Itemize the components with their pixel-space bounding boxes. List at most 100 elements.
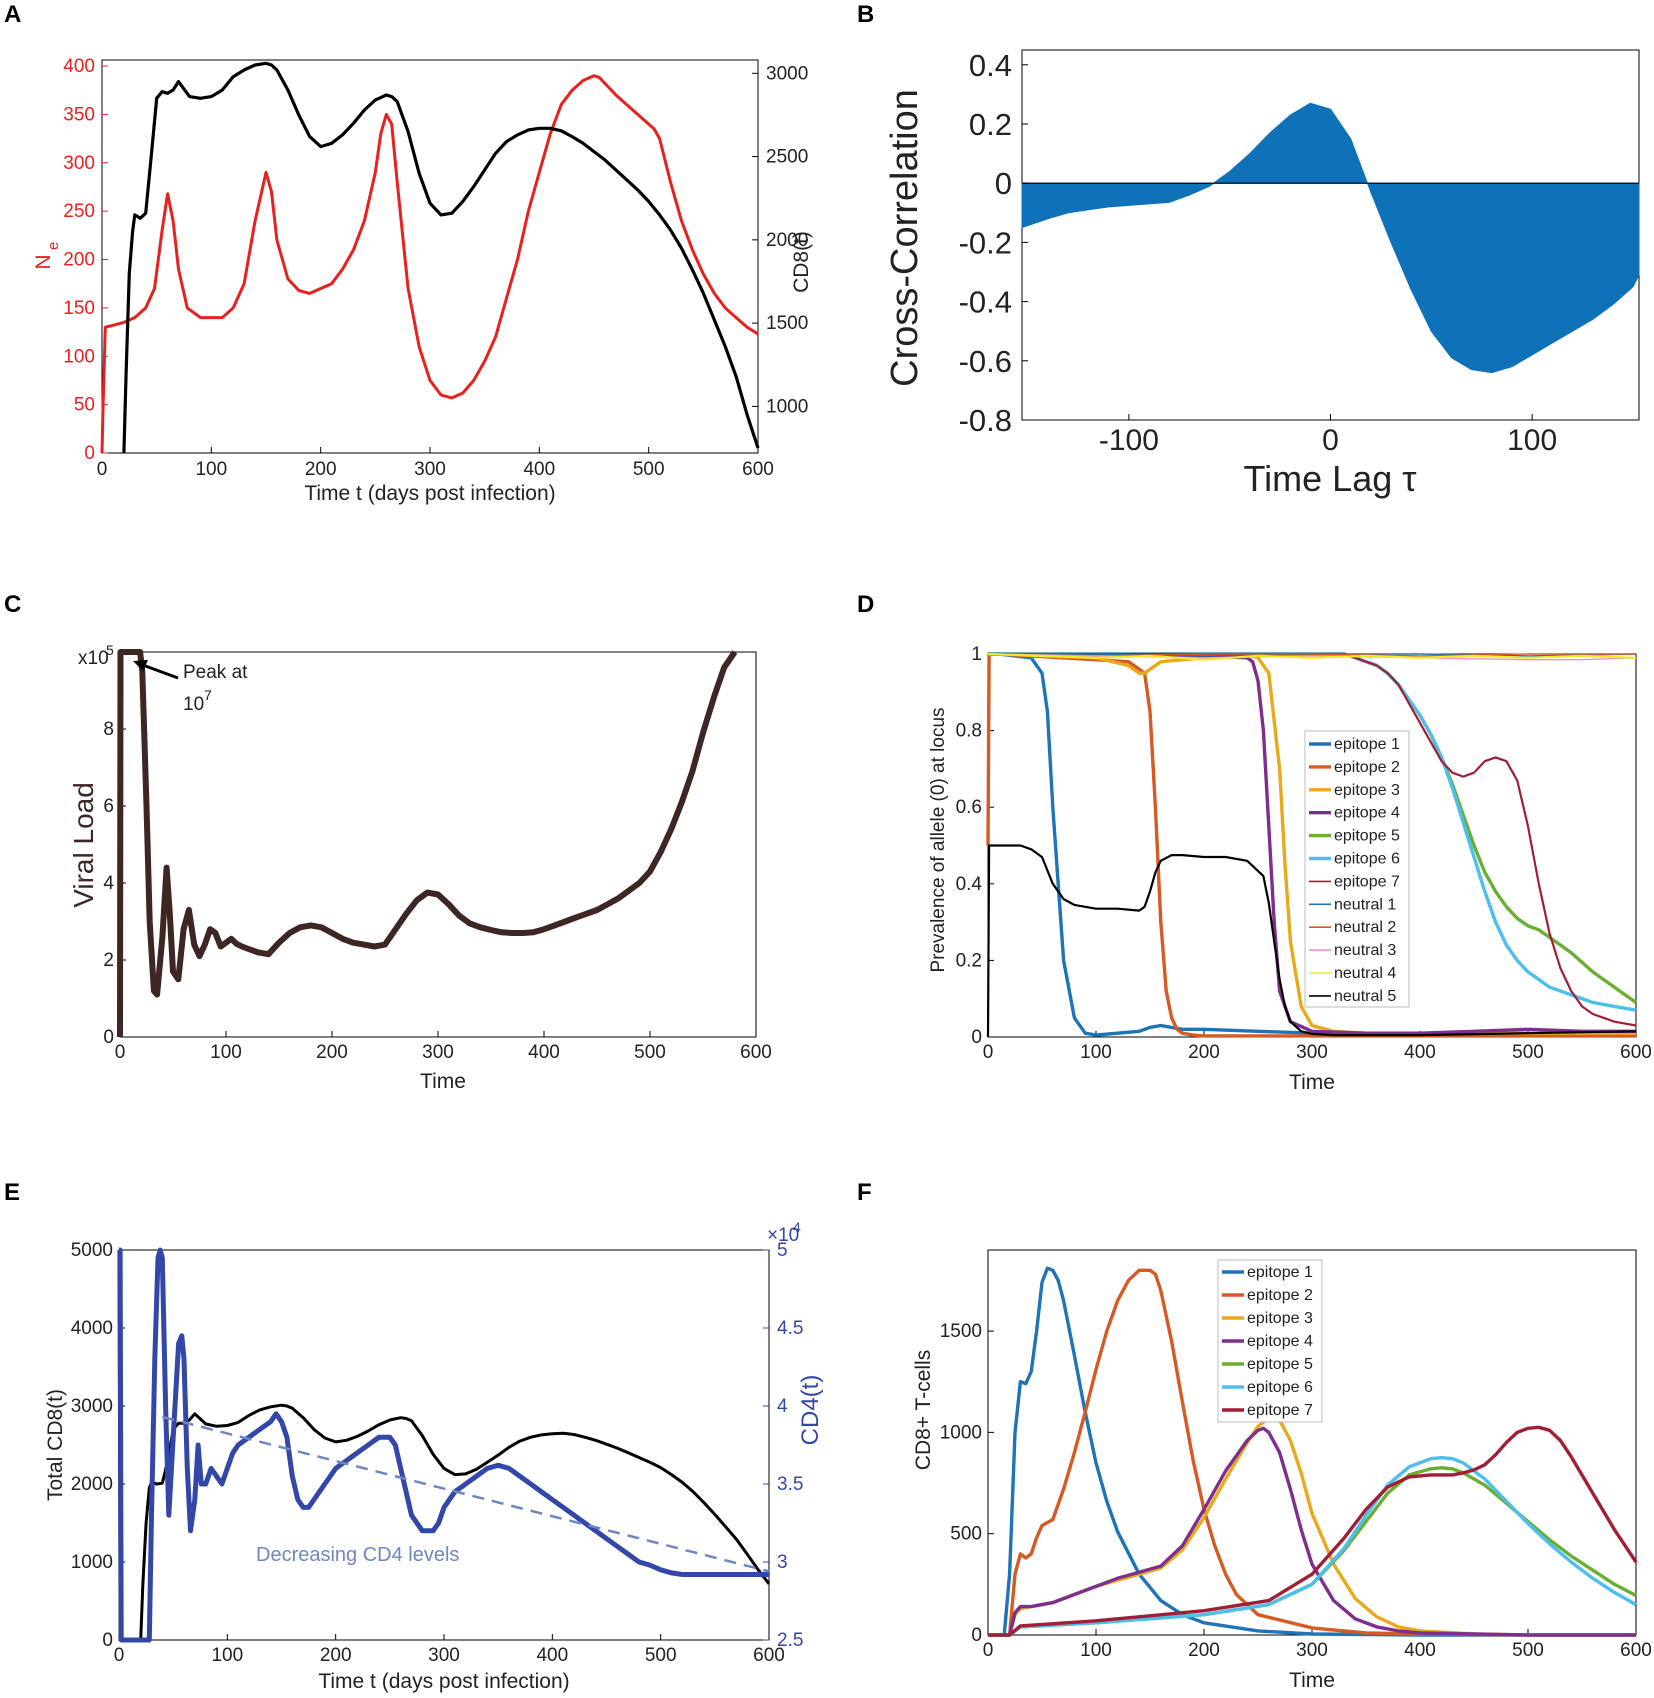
panel-f-line-epitope-6	[988, 1456, 1637, 1637]
panel-b-y-tick-label: -0.6	[959, 344, 1012, 379]
panel-d-y-label: Prevalence of allele (0) at locus	[928, 707, 949, 972]
panel-d-legend-box	[1304, 730, 1410, 1008]
legend-entry: epitope 5	[1334, 828, 1400, 845]
panel-c-y-label: Viral Load	[68, 782, 99, 908]
panel-c-y-tick-label: 0	[103, 1027, 114, 1048]
legend-entry: neutral 1	[1334, 896, 1396, 913]
panel-c-x-label: Time	[420, 1070, 466, 1093]
panel-e-x-tick-label: 600	[753, 1645, 785, 1666]
panel-f-y-tick-label: 500	[950, 1524, 982, 1545]
panel-f-line-epitope-3	[988, 1415, 1636, 1637]
peak-arrow-head-icon	[133, 660, 148, 671]
panel-f-legend: epitope 1 epitope 2 epitope 3 epitope 4 epit…	[1217, 1259, 1323, 1423]
panel-e-left-tick-label: 1000	[71, 1552, 113, 1573]
panel-d-x-tick-label: 300	[1296, 1042, 1328, 1063]
panel-a-left-tick-label: 50	[74, 395, 95, 416]
panel-d-x-tick-label: 0	[983, 1042, 994, 1063]
panel-letter-c: C	[4, 591, 21, 618]
panel-f-line-epitope-5	[988, 1466, 1637, 1637]
panel-a-left-tick-label: 200	[63, 250, 95, 271]
panel-d-y-axis: 0 0.2 0.4 0.6 0.8 1	[956, 644, 994, 1048]
panel-f-x-tick-label: 0	[983, 1640, 994, 1661]
panel-f-y-tick-label: 0	[971, 1625, 982, 1646]
panel-b-y-axis: -0.8 -0.6 -0.4 -0.2 0 0.2 0.4	[959, 48, 1028, 438]
panel-b-y-label: Cross-Correlation	[884, 89, 926, 387]
panel-c-x-tick-label: 500	[634, 1042, 666, 1063]
panel-c-y-tick-label: 6	[103, 796, 114, 817]
panel-b-x-label: Time Lag τ	[1244, 458, 1417, 499]
legend-entry: epitope 2	[1247, 1287, 1313, 1304]
panel-f-y-label: CD8+ T-cells	[912, 1350, 935, 1470]
panel-letter-d: D	[857, 591, 874, 618]
panel-c-viral-load-line	[117, 649, 738, 1038]
panel-a-left-axis: 0 50 100 150 200 250 300 350 400	[63, 56, 108, 464]
panel-d-series	[986, 652, 1637, 1038]
panel-b-y-tick-label: 0	[995, 166, 1012, 201]
panel-a-x-tick-label: 600	[742, 459, 774, 480]
panel-c-x-tick-label: 600	[740, 1042, 772, 1063]
panel-f-line-epitope-1	[988, 1266, 1636, 1637]
panel-d-y-tick-label: 0.2	[956, 950, 982, 971]
panel-a-left-tick-label: 300	[63, 153, 95, 174]
panel-d-x-axis: 0 100 200 300 400 500 600	[983, 1031, 1652, 1063]
panel-c: C 0 100 200 300 400 500 600 0 2 4 6 8 x10 5 Peak a…	[4, 591, 772, 1093]
panel-c-multiplier: x10 5	[78, 642, 114, 669]
legend-entry: epitope 7	[1247, 1402, 1313, 1419]
panel-e-x-tick-label: 100	[211, 1645, 243, 1666]
panel-e-series	[117, 1247, 771, 1643]
panel-a-right-tick-label: 2000	[766, 230, 808, 251]
panel-e-left-tick-label: 5000	[71, 1240, 113, 1261]
panel-a-x-tick-label: 100	[195, 459, 227, 480]
panel-f-y-tick-label: 1000	[940, 1422, 982, 1443]
panel-e-x-tick-label: 0	[114, 1645, 125, 1666]
panel-f-x-tick-label: 300	[1296, 1640, 1328, 1661]
panel-a-ne-line	[100, 74, 759, 454]
legend-entry: epitope 2	[1334, 759, 1400, 776]
legend-entry: epitope 4	[1247, 1333, 1313, 1350]
panel-f-series	[988, 1266, 1638, 1637]
panel-letter-b: B	[857, 1, 874, 28]
panel-a-x-label: Time t (days post infection)	[304, 482, 555, 505]
panel-a-right-tick-label: 3000	[766, 63, 808, 84]
panel-e-right-tick-label: 3.5	[777, 1474, 803, 1495]
panel-a-cd8-line	[122, 61, 760, 454]
panel-b-series	[1021, 102, 1640, 374]
panel-e-left-tick-label: 0	[102, 1630, 113, 1651]
panel-e-x-tick-label: 500	[645, 1645, 677, 1666]
panel-c-x-tick-label: 100	[210, 1042, 242, 1063]
panel-a-x-tick-label: 400	[523, 459, 555, 480]
panel-d-line-neutral-5	[986, 844, 1637, 1038]
panel-a-y2-label: CD8(t)	[790, 231, 813, 293]
panel-a-series	[100, 61, 760, 454]
panel-f-x-tick-label: 400	[1404, 1640, 1436, 1661]
panel-e-y2-multiplier-base: ×10	[767, 1225, 799, 1246]
panel-c-annotation-line1: Peak at	[183, 662, 248, 683]
panel-c-y-tick-label: 8	[103, 719, 114, 740]
legend-entry: neutral 4	[1334, 965, 1396, 982]
legend-entry: epitope 1	[1247, 1264, 1313, 1281]
peak-arrow-shaft	[139, 662, 179, 680]
panel-d-legend: epitope 1 epitope 2 epitope 3 epitope 4 epit…	[1304, 730, 1410, 1008]
panel-c-multiplier-exp: 5	[106, 642, 114, 658]
panel-d-line-neutral-4	[987, 652, 1637, 661]
panel-b-y-tick-label: 0.2	[969, 107, 1012, 142]
panel-a-x-tick-label: 300	[414, 459, 446, 480]
legend-entry: neutral 3	[1334, 942, 1396, 959]
panel-a-left-tick-label: 250	[63, 201, 95, 222]
panel-b-y-tick-label: -0.8	[959, 403, 1012, 438]
panel-a-left-tick-label: 400	[63, 56, 95, 77]
panel-a-x-axis: 0 100 200 300 400 500 600	[97, 447, 774, 480]
panel-d-x-tick-label: 500	[1512, 1042, 1544, 1063]
panel-c-x-tick-label: 0	[115, 1042, 126, 1063]
panel-b-x-tick-label: 0	[1322, 424, 1339, 457]
panel-c-y-tick-label: 2	[103, 950, 114, 971]
panel-e-right-tick-label: 5	[777, 1240, 788, 1261]
panel-e-left-axis: 0 1000 2000 3000 4000 5000	[71, 1240, 125, 1651]
panel-c-x-axis: 0 100 200 300 400 500 600	[115, 1031, 772, 1063]
panel-c-plot-frame	[119, 651, 757, 1038]
panel-e-left-tick-label: 3000	[71, 1396, 113, 1417]
panel-a-right-axis: 1000 1500 2000 2500 3000	[752, 63, 808, 417]
panel-e-cd8-line	[117, 1249, 771, 1642]
panel-e-y-label: Total CD8(t)	[44, 1389, 67, 1501]
legend-entry: neutral 2	[1334, 919, 1396, 936]
